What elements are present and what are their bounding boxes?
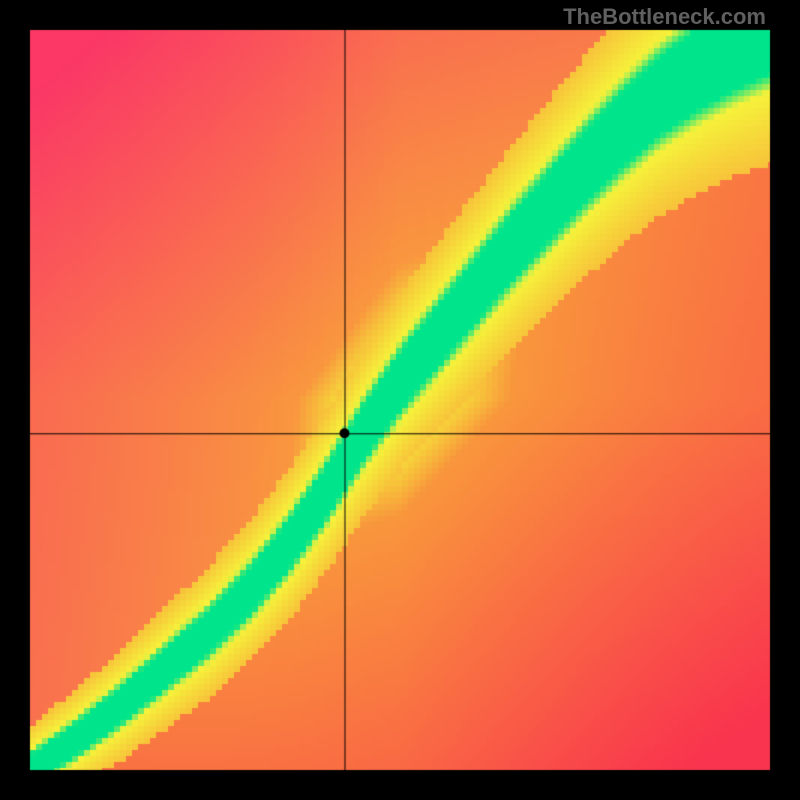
chart-container: TheBottleneck.com xyxy=(0,0,800,800)
heatmap-canvas xyxy=(0,0,800,800)
watermark-text: TheBottleneck.com xyxy=(563,4,766,30)
